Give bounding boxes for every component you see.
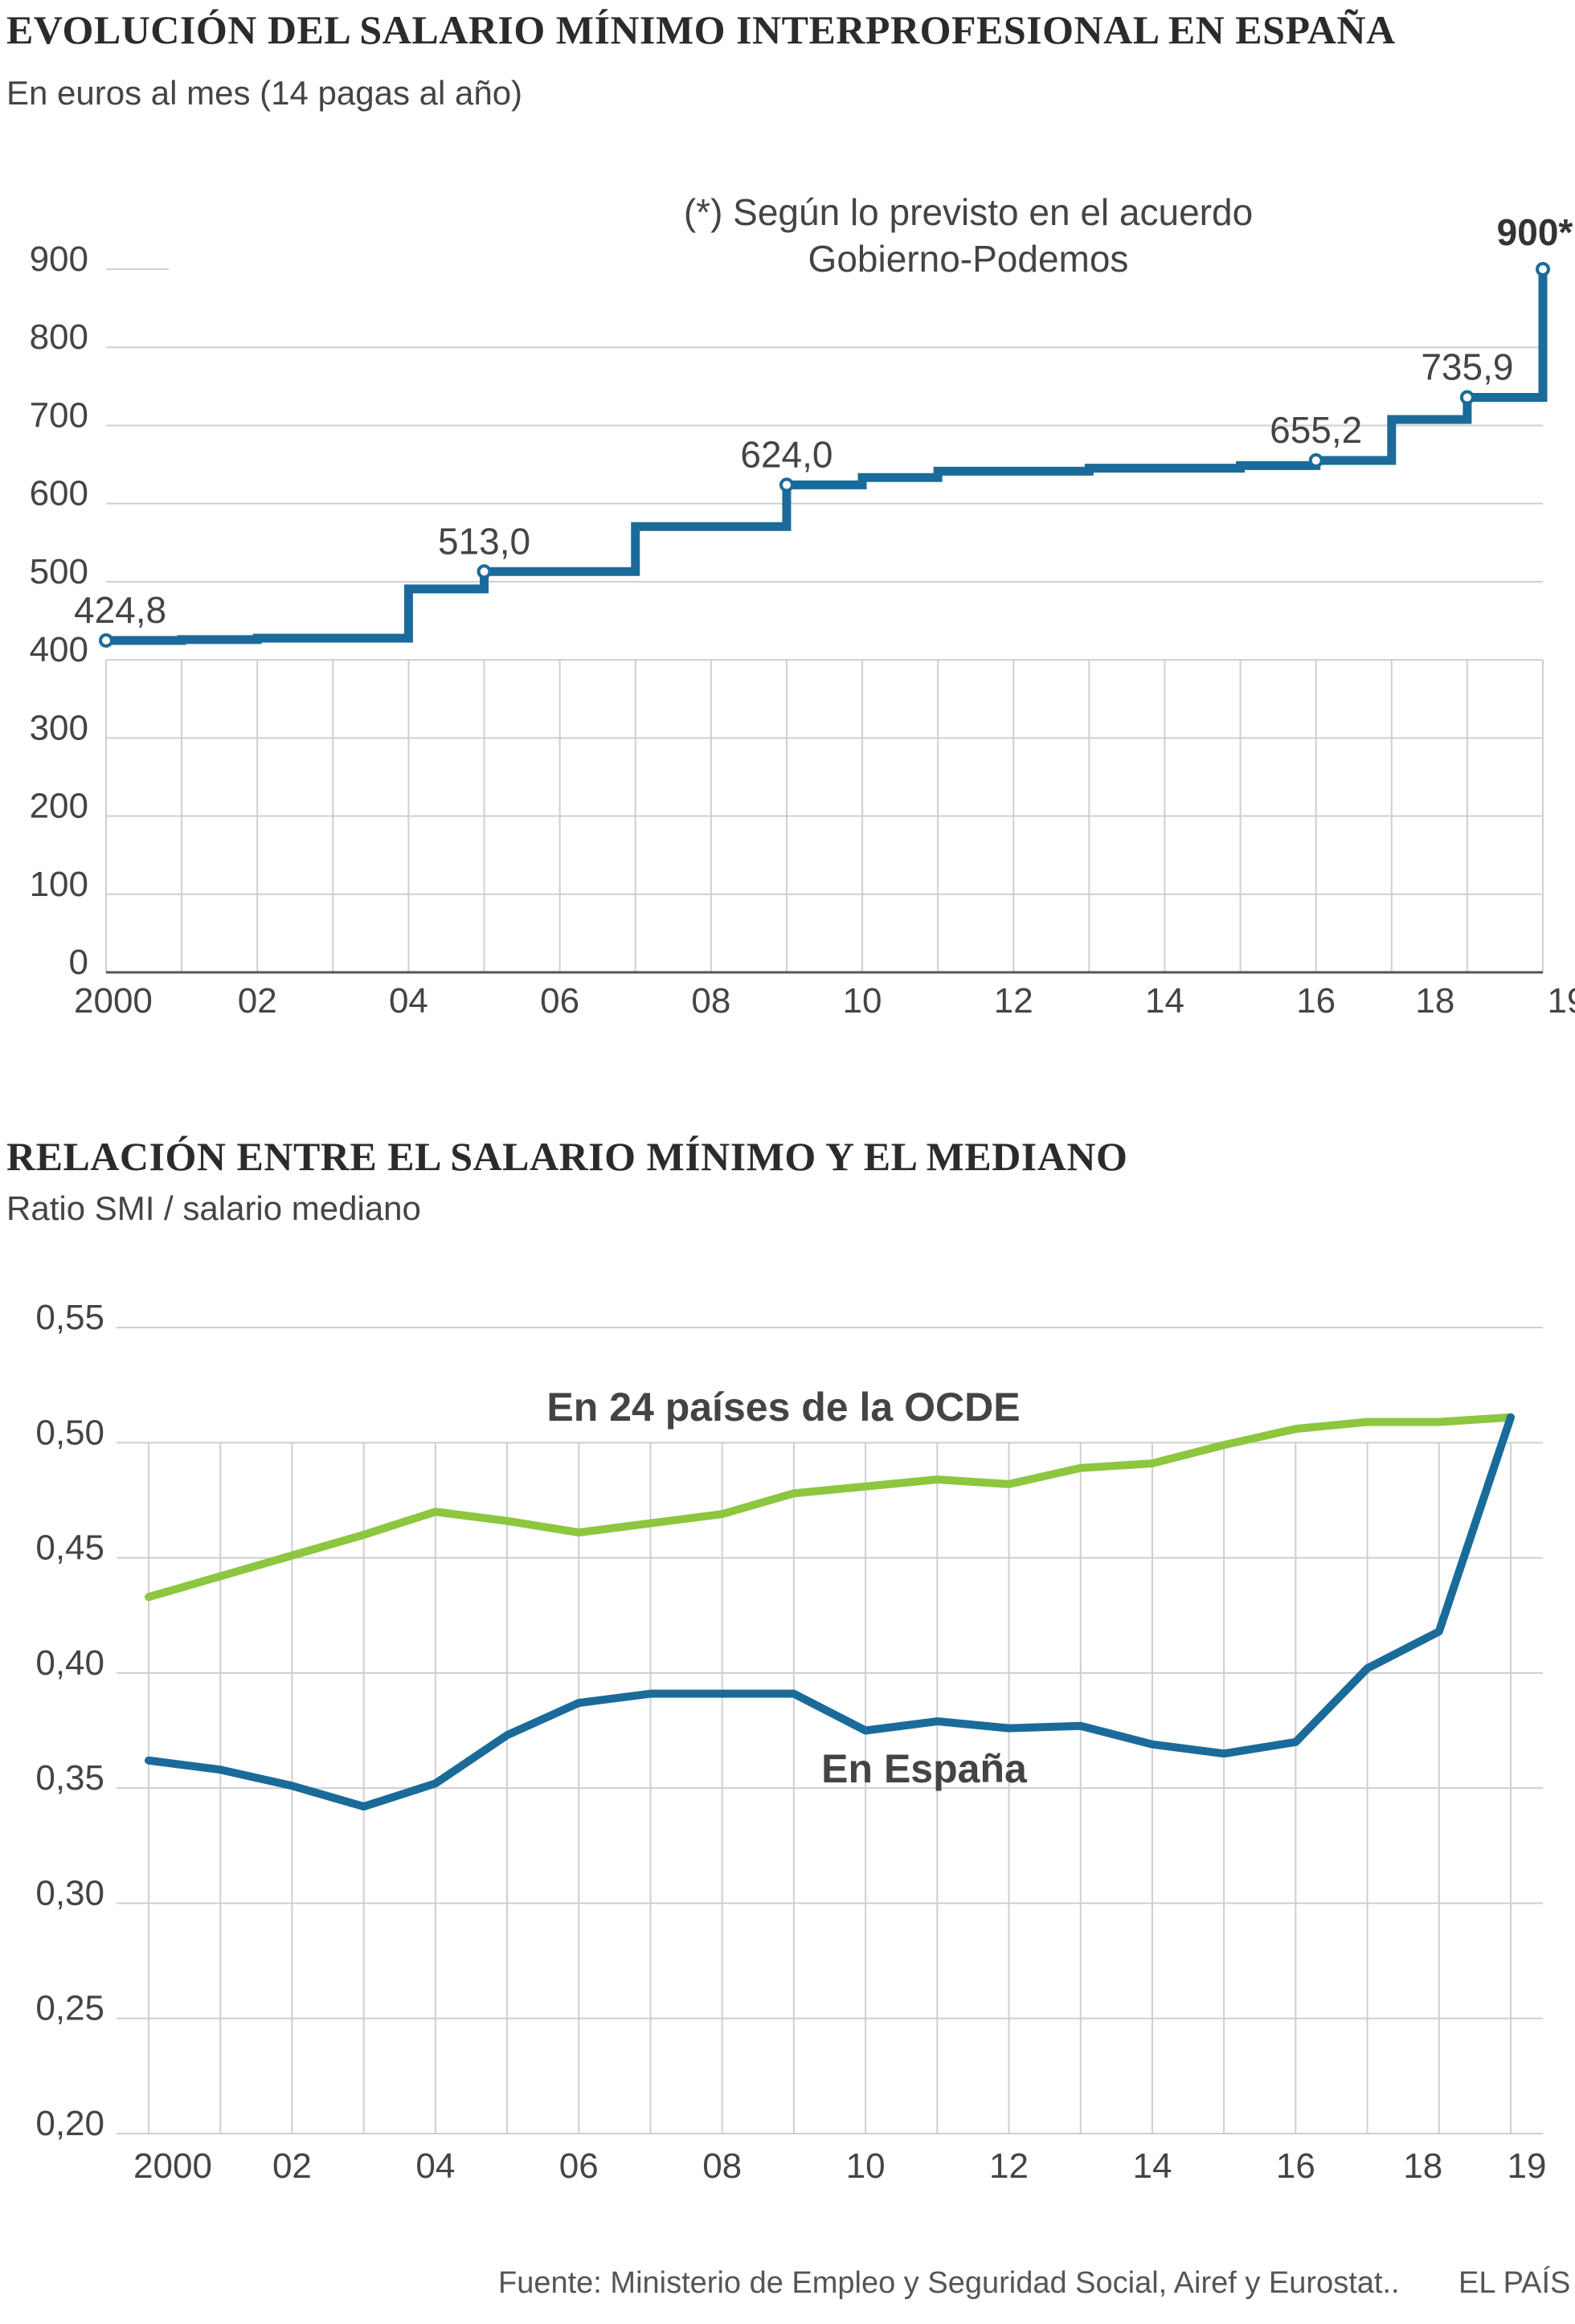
- chart2-title: RELACIÓN ENTRE EL SALARIO MÍNIMO Y EL ME…: [6, 1134, 1128, 1179]
- x-tick-label: 04: [415, 2146, 455, 2186]
- data-label: 900*: [1497, 211, 1573, 253]
- series-label-spain: En España: [821, 1746, 1028, 1791]
- data-label: 513,0: [438, 520, 530, 562]
- chart2-subtitle: Ratio SMI / salario mediano: [6, 1189, 421, 1227]
- y-tick-label: 0: [69, 943, 88, 982]
- y-tick-label: 300: [30, 708, 88, 747]
- brand-logo: EL PAÍS: [1458, 2266, 1571, 2300]
- chart-note-line2: Gobierno-Podemos: [808, 238, 1129, 280]
- x-tick-label: 19: [1548, 981, 1575, 1021]
- x-tick-label: 04: [389, 981, 428, 1021]
- y-tick-label: 500: [30, 552, 88, 591]
- y-tick-label: 0,25: [35, 1989, 104, 2028]
- x-tick-label: 10: [843, 981, 882, 1021]
- x-tick-label: 12: [994, 981, 1033, 1021]
- x-tick-label: 06: [559, 2146, 599, 2186]
- data-label: 624,0: [740, 433, 832, 475]
- y-tick-label: 100: [30, 865, 88, 904]
- y-tick-label: 0,45: [35, 1528, 104, 1568]
- y-tick-label: 400: [30, 630, 88, 669]
- data-point-marker: [1459, 390, 1475, 405]
- x-tick-label: 06: [540, 981, 579, 1021]
- series-line-oecd: [145, 1413, 1515, 1602]
- y-tick-label: 0,30: [35, 1873, 104, 1913]
- y-tick-label: 0,35: [35, 1758, 104, 1798]
- x-tick-label: 10: [846, 2146, 886, 2186]
- series-line-spain: [145, 1413, 1515, 1811]
- x-tick-label: 14: [1132, 2146, 1172, 2186]
- data-point-marker: [477, 564, 492, 579]
- x-tick-label: 02: [238, 981, 277, 1021]
- y-tick-label: 0,50: [35, 1413, 104, 1452]
- series-label-oecd: En 24 países de la OCDE: [546, 1385, 1020, 1430]
- chart-ratio-smi-mediano: 0,55 0,50 0,45 0,40 0,35 0,30 0,25 0,20 2000 02 04…: [35, 1298, 1547, 2186]
- data-label: 655,2: [1270, 409, 1362, 451]
- data-label: 735,9: [1421, 346, 1513, 388]
- y-tick-label: 900: [30, 239, 88, 279]
- x-tick-label: 12: [989, 2146, 1029, 2186]
- data-point-marker: [779, 477, 794, 493]
- y-tick-label: 0,55: [35, 1298, 104, 1337]
- chart-note-line1: (*) Según lo previsto en el acuerdo: [684, 191, 1253, 233]
- y-tick-label: 0,20: [35, 2104, 104, 2143]
- chart1-title: EVOLUCIÓN DEL SALARIO MÍNIMO INTERPROFES…: [6, 7, 1396, 52]
- data-point-marker: [1536, 262, 1550, 276]
- x-tick-label: 2000: [133, 2146, 212, 2186]
- series-line-smi: [106, 269, 1548, 645]
- x-tick-label: 14: [1145, 981, 1184, 1021]
- x-tick-label: 2000: [74, 981, 153, 1021]
- x-tick-label: 08: [702, 2146, 742, 2186]
- x-tick-label: 16: [1276, 2146, 1315, 2186]
- chart1-subtitle: En euros al mes (14 pagas al año): [6, 74, 523, 112]
- data-label: 424,8: [74, 589, 166, 631]
- x-tick-label: 18: [1403, 2146, 1442, 2186]
- data-point-marker: [1308, 453, 1323, 468]
- x-tick-label: 02: [272, 2146, 312, 2186]
- x-tick-label: 18: [1415, 981, 1454, 1021]
- y-tick-label: 0,40: [35, 1643, 104, 1683]
- data-point-marker: [99, 633, 113, 648]
- source-note: Fuente: Ministerio de Empleo y Seguridad…: [498, 2266, 1400, 2300]
- x-tick-label: 08: [691, 981, 730, 1021]
- x-tick-label: 16: [1296, 981, 1336, 1021]
- y-tick-label: 700: [30, 395, 88, 435]
- y-tick-label: 200: [30, 787, 88, 826]
- x-tick-label: 19: [1508, 2146, 1547, 2186]
- y-tick-label: 600: [30, 474, 88, 513]
- y-tick-label: 800: [30, 317, 88, 357]
